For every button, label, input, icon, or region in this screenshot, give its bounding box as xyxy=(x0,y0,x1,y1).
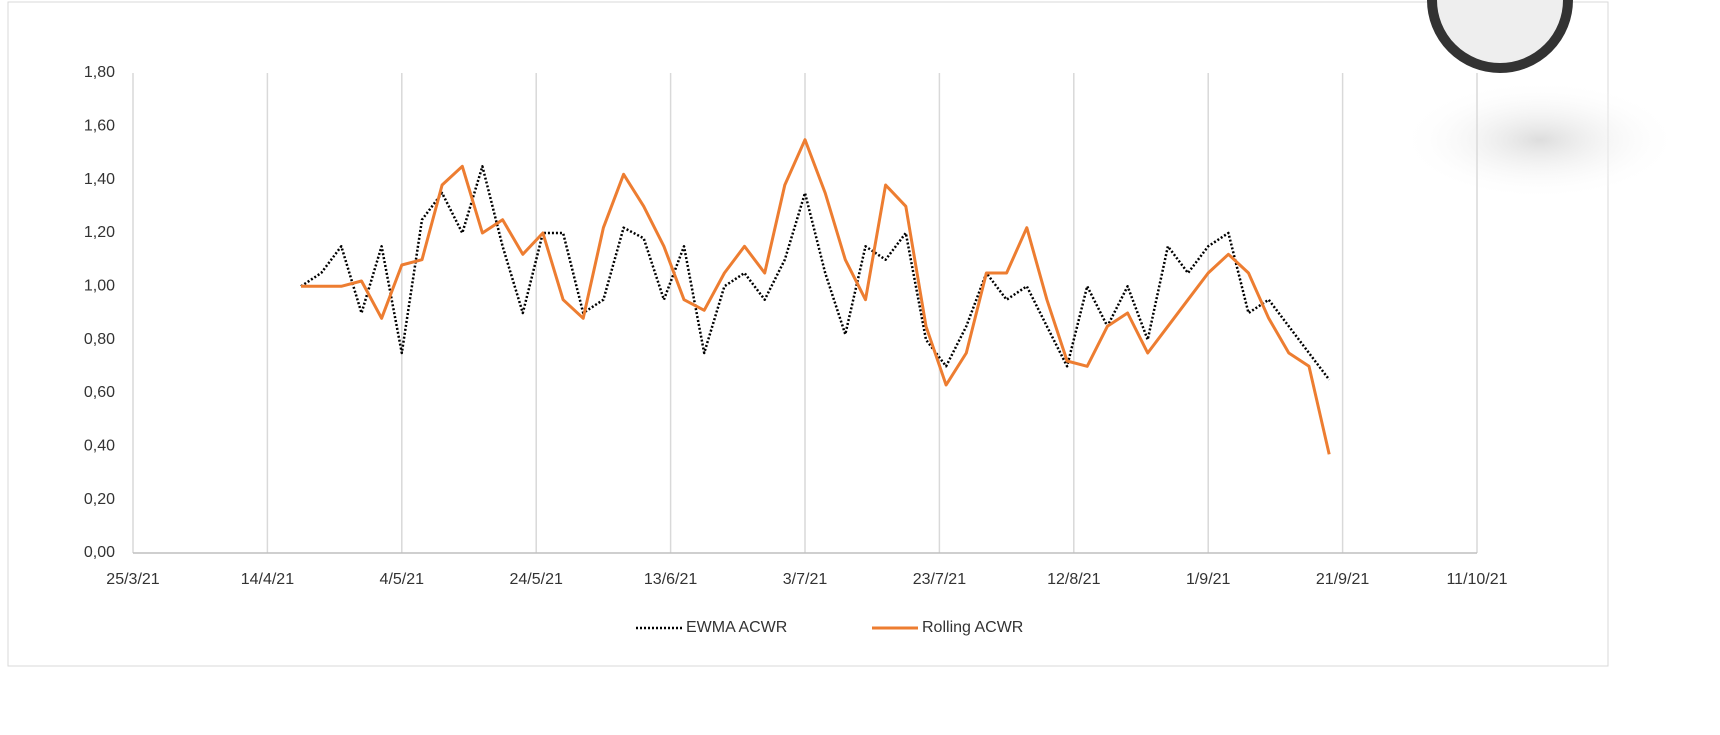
y-tick-label: 0,60 xyxy=(84,384,115,401)
x-tick-label: 13/6/21 xyxy=(644,571,697,588)
y-tick-label: 0,00 xyxy=(84,544,115,561)
x-tick-label: 24/5/21 xyxy=(510,571,563,588)
x-tick-label: 14/4/21 xyxy=(241,571,294,588)
plot: 0,00 0,20 0,40 0,60 0,80 1,00 1,20 1,40 1,60 1,80… xyxy=(84,64,1508,636)
x-tick-label: 25/3/21 xyxy=(106,571,159,588)
x-tick-label: 11/10/21 xyxy=(1446,571,1507,588)
y-tick-label: 1,80 xyxy=(84,64,115,81)
x-tick-label: 23/7/21 xyxy=(913,571,966,588)
series-line xyxy=(301,138,1331,455)
legend-label: EWMA ACWR xyxy=(686,619,787,636)
y-tick-label: 0,80 xyxy=(84,331,115,348)
avatar xyxy=(1427,0,1573,73)
x-tick-label: 4/5/21 xyxy=(380,571,425,588)
y-tick-label: 1,00 xyxy=(84,278,115,295)
x-tick-label: 12/8/21 xyxy=(1047,571,1100,588)
y-tick-label: 1,20 xyxy=(84,224,115,241)
shadow-decoration xyxy=(1400,80,1680,200)
x-tick-label: 3/7/21 xyxy=(783,571,828,588)
x-tick-label: 21/9/21 xyxy=(1316,571,1369,588)
x-tick-label: 1/9/21 xyxy=(1186,571,1231,588)
legend-label: Rolling ACWR xyxy=(922,619,1023,636)
chart-frame xyxy=(7,1,1609,667)
y-tick-label: 1,40 xyxy=(84,171,115,188)
y-tick-label: 0,20 xyxy=(84,491,115,508)
y-tick-label: 1,60 xyxy=(84,118,115,135)
series-line xyxy=(300,165,1331,381)
y-tick-label: 0,40 xyxy=(84,438,115,455)
